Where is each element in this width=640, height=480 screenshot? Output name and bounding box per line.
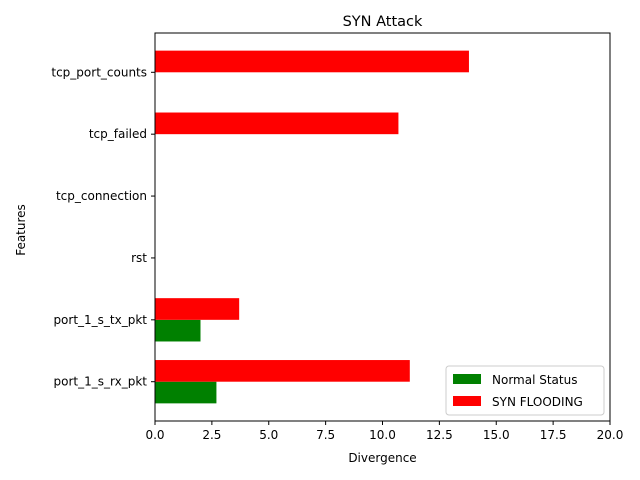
bar-syn-flooding-port-1-s-tx-pkt — [155, 298, 240, 320]
y-tick-label-port-1-s-rx-pkt: port_1_s_rx_pkt — [54, 375, 148, 389]
bars-layer — [155, 50, 469, 404]
x-axis-label: Divergence — [348, 451, 416, 465]
legend-label-normal-status: Normal Status — [492, 373, 577, 387]
bar-syn-flooding-port-1-s-rx-pkt — [155, 360, 410, 382]
x-tick-label-1: 2.5 — [202, 428, 221, 442]
x-tick-label-4: 10.0 — [369, 428, 396, 442]
x-tick-label-3: 7.5 — [316, 428, 335, 442]
x-tick-label-5: 12.5 — [426, 428, 453, 442]
y-tick-label-rst: rst — [131, 251, 147, 265]
bar-normal-status-port-1-s-tx-pkt — [155, 319, 201, 342]
bar-syn-flooding-tcp-failed — [155, 112, 399, 135]
bar-normal-status-port-1-s-rx-pkt — [155, 381, 217, 404]
y-tick-label-tcp-failed: tcp_failed — [89, 127, 147, 141]
legend: Normal Status SYN FLOODING — [445, 365, 605, 416]
y-tick-label-tcp-connection: tcp_connection — [56, 189, 147, 203]
x-tick-label-8: 20.0 — [597, 428, 624, 442]
x-axis: 0.0 2.5 5.0 7.5 10.0 12.5 15.0 17.5 20.0 — [145, 421, 623, 442]
y-axis: port_1_s_rx_pkt port_1_s_tx_pkt rst tcp_con… — [51, 65, 155, 389]
legend-label-syn-flooding: SYN FLOODING — [492, 395, 583, 409]
x-tick-label-2: 5.0 — [259, 428, 278, 442]
y-axis-label: Features — [14, 204, 28, 256]
y-tick-label-port-1-s-tx-pkt: port_1_s_tx_pkt — [53, 313, 147, 327]
legend-box — [445, 365, 605, 416]
legend-swatch-syn-flooding — [453, 396, 481, 406]
y-tick-label-tcp-port-counts: tcp_port_counts — [51, 65, 147, 79]
x-tick-label-0: 0.0 — [145, 428, 164, 442]
bar-syn-flooding-tcp-port-counts — [155, 50, 469, 73]
chart-title: SYN Attack — [343, 14, 423, 30]
legend-swatch-normal-status — [453, 374, 481, 384]
x-tick-label-7: 17.5 — [540, 428, 567, 442]
x-tick-label-6: 15.0 — [483, 428, 510, 442]
